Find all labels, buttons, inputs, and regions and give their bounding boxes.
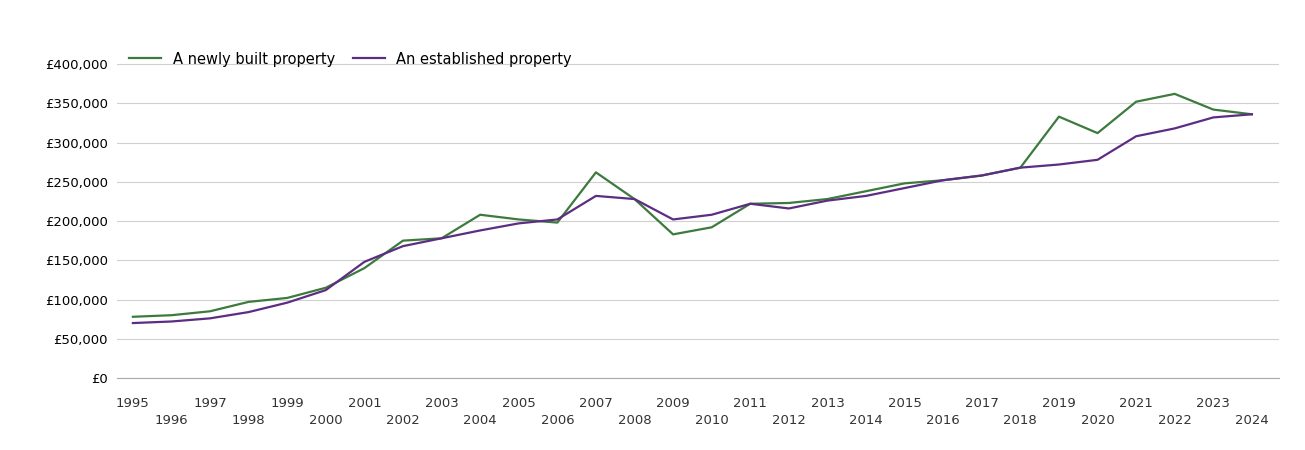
A newly built property	[241, 299, 257, 305]
Text: 1998: 1998	[232, 414, 265, 427]
Text: 2009: 2009	[656, 397, 690, 410]
An established property	[974, 173, 989, 178]
An established property	[202, 315, 218, 321]
An established property	[472, 228, 488, 233]
An established property	[666, 217, 681, 222]
An established property	[1244, 112, 1259, 117]
Text: 2008: 2008	[617, 414, 651, 427]
Text: 2007: 2007	[579, 397, 613, 410]
An established property	[859, 193, 874, 198]
Text: 2004: 2004	[463, 414, 497, 427]
Text: 2011: 2011	[733, 397, 767, 410]
A newly built property	[125, 314, 141, 319]
An established property	[1051, 162, 1066, 167]
A newly built property	[433, 236, 449, 241]
A newly built property	[202, 309, 218, 314]
A newly built property	[549, 220, 565, 225]
An established property	[703, 212, 719, 217]
Text: 2021: 2021	[1120, 397, 1154, 410]
Text: 1999: 1999	[270, 397, 304, 410]
Text: 2001: 2001	[347, 397, 381, 410]
An established property	[1090, 157, 1105, 162]
Legend: A newly built property, An established property: A newly built property, An established p…	[125, 48, 577, 72]
A newly built property	[897, 180, 912, 186]
Line: A newly built property: A newly built property	[133, 94, 1251, 317]
Text: 1997: 1997	[193, 397, 227, 410]
A newly built property	[1051, 114, 1066, 119]
A newly built property	[1013, 165, 1028, 171]
An established property	[356, 259, 372, 265]
A newly built property	[820, 196, 835, 202]
Text: 2023: 2023	[1197, 397, 1231, 410]
A newly built property	[703, 225, 719, 230]
An established property	[241, 309, 257, 315]
Text: 1995: 1995	[116, 397, 150, 410]
A newly built property	[279, 295, 295, 301]
Text: 2017: 2017	[964, 397, 998, 410]
An established property	[318, 288, 334, 293]
An established property	[780, 206, 796, 211]
Line: An established property: An established property	[133, 114, 1251, 323]
A newly built property	[356, 266, 372, 271]
An established property	[589, 193, 604, 198]
An established property	[820, 198, 835, 203]
An established property	[626, 196, 642, 202]
A newly built property	[1090, 130, 1105, 136]
An established property	[279, 300, 295, 306]
An established property	[1013, 165, 1028, 171]
Text: 2000: 2000	[309, 414, 343, 427]
A newly built property	[974, 173, 989, 178]
A newly built property	[472, 212, 488, 217]
Text: 2010: 2010	[694, 414, 728, 427]
An established property	[125, 320, 141, 326]
A newly built property	[936, 177, 951, 183]
Text: 2005: 2005	[502, 397, 535, 410]
A newly built property	[1167, 91, 1182, 97]
A newly built property	[1206, 107, 1221, 112]
Text: 2024: 2024	[1235, 414, 1268, 427]
Text: 2015: 2015	[887, 397, 921, 410]
Text: 2012: 2012	[773, 414, 805, 427]
A newly built property	[1129, 99, 1144, 104]
An established property	[1167, 126, 1182, 131]
Text: 2020: 2020	[1081, 414, 1114, 427]
Text: 2014: 2014	[850, 414, 883, 427]
An established property	[1206, 115, 1221, 120]
A newly built property	[318, 285, 334, 290]
An established property	[433, 236, 449, 241]
An established property	[163, 319, 179, 324]
Text: 2019: 2019	[1043, 397, 1075, 410]
A newly built property	[589, 170, 604, 175]
Text: 2003: 2003	[424, 397, 458, 410]
Text: 1996: 1996	[155, 414, 188, 427]
An established property	[512, 220, 527, 226]
Text: 2016: 2016	[927, 414, 960, 427]
Text: 2022: 2022	[1158, 414, 1191, 427]
A newly built property	[1244, 112, 1259, 117]
A newly built property	[395, 238, 411, 243]
Text: 2013: 2013	[810, 397, 844, 410]
Text: 2018: 2018	[1004, 414, 1037, 427]
A newly built property	[512, 217, 527, 222]
A newly built property	[780, 200, 796, 206]
A newly built property	[626, 196, 642, 202]
An established property	[395, 243, 411, 249]
A newly built property	[743, 201, 758, 207]
Text: 2006: 2006	[540, 414, 574, 427]
An established property	[743, 201, 758, 207]
An established property	[549, 217, 565, 222]
A newly built property	[859, 189, 874, 194]
An established property	[936, 177, 951, 183]
An established property	[1129, 134, 1144, 139]
Text: 2002: 2002	[386, 414, 420, 427]
A newly built property	[163, 312, 179, 318]
An established property	[897, 185, 912, 191]
A newly built property	[666, 232, 681, 237]
